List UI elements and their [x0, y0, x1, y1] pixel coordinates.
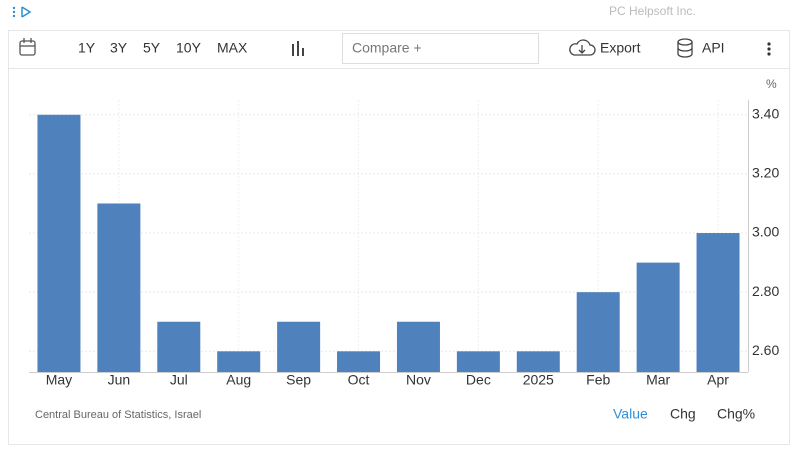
range-button[interactable]: 10Y — [176, 40, 202, 56]
bar — [97, 203, 141, 372]
range-button[interactable]: 3Y — [110, 40, 128, 56]
x-tick-label: 2025 — [523, 372, 554, 388]
unit-label: % — [766, 77, 777, 91]
bar — [157, 321, 201, 372]
x-tick-label: Apr — [707, 372, 729, 388]
api-button[interactable]: API — [702, 40, 725, 56]
bar — [396, 321, 440, 372]
compare-box[interactable] — [342, 33, 539, 64]
x-tick-label: May — [46, 372, 72, 388]
x-tick-label: Mar — [646, 372, 670, 388]
x-tick-label: Jul — [170, 372, 188, 388]
export-icon[interactable] — [569, 39, 596, 56]
export-button[interactable]: Export — [600, 40, 641, 56]
bar — [516, 351, 560, 372]
range-button[interactable]: MAX — [217, 40, 248, 56]
source: Central Bureau of Statistics, Israel — [35, 409, 201, 421]
api-icon[interactable] — [677, 38, 693, 58]
x-tick-label: Sep — [286, 372, 311, 388]
bar — [337, 351, 381, 372]
menu-icon[interactable] — [12, 6, 32, 18]
bar — [576, 292, 620, 372]
x-tick-label: Dec — [466, 372, 491, 388]
y-tick-label: 3.20 — [752, 165, 779, 181]
y-tick-label: 2.60 — [752, 342, 779, 358]
x-tick-label: Aug — [226, 372, 251, 388]
x-tick-label: Feb — [586, 372, 610, 388]
calendar-icon[interactable] — [19, 38, 36, 56]
bar — [456, 351, 500, 372]
mode-button[interactable]: Chg — [670, 406, 696, 422]
range-button[interactable]: 5Y — [143, 40, 161, 56]
bar — [696, 233, 740, 372]
range-button[interactable]: 1Y — [78, 40, 96, 56]
y-tick-label: 3.40 — [752, 105, 779, 121]
y-tick-label: 2.80 — [752, 283, 779, 299]
card — [8, 30, 790, 445]
compare-input[interactable]: Compare + — [352, 40, 422, 56]
bar — [277, 321, 321, 372]
mode-button[interactable]: Chg% — [717, 406, 755, 422]
brand: PC Helpsoft Inc. — [609, 4, 696, 18]
x-tick-label: Jun — [108, 372, 131, 388]
bar — [217, 351, 261, 372]
bar — [37, 114, 81, 373]
x-tick-label: Nov — [406, 372, 431, 388]
more-icon[interactable] — [767, 42, 771, 56]
mode-button[interactable]: Value — [613, 406, 648, 422]
chart-type-icon[interactable] — [292, 41, 304, 56]
x-tick-label: Oct — [348, 372, 370, 388]
bar — [636, 262, 680, 372]
y-tick-label: 3.00 — [752, 224, 779, 240]
